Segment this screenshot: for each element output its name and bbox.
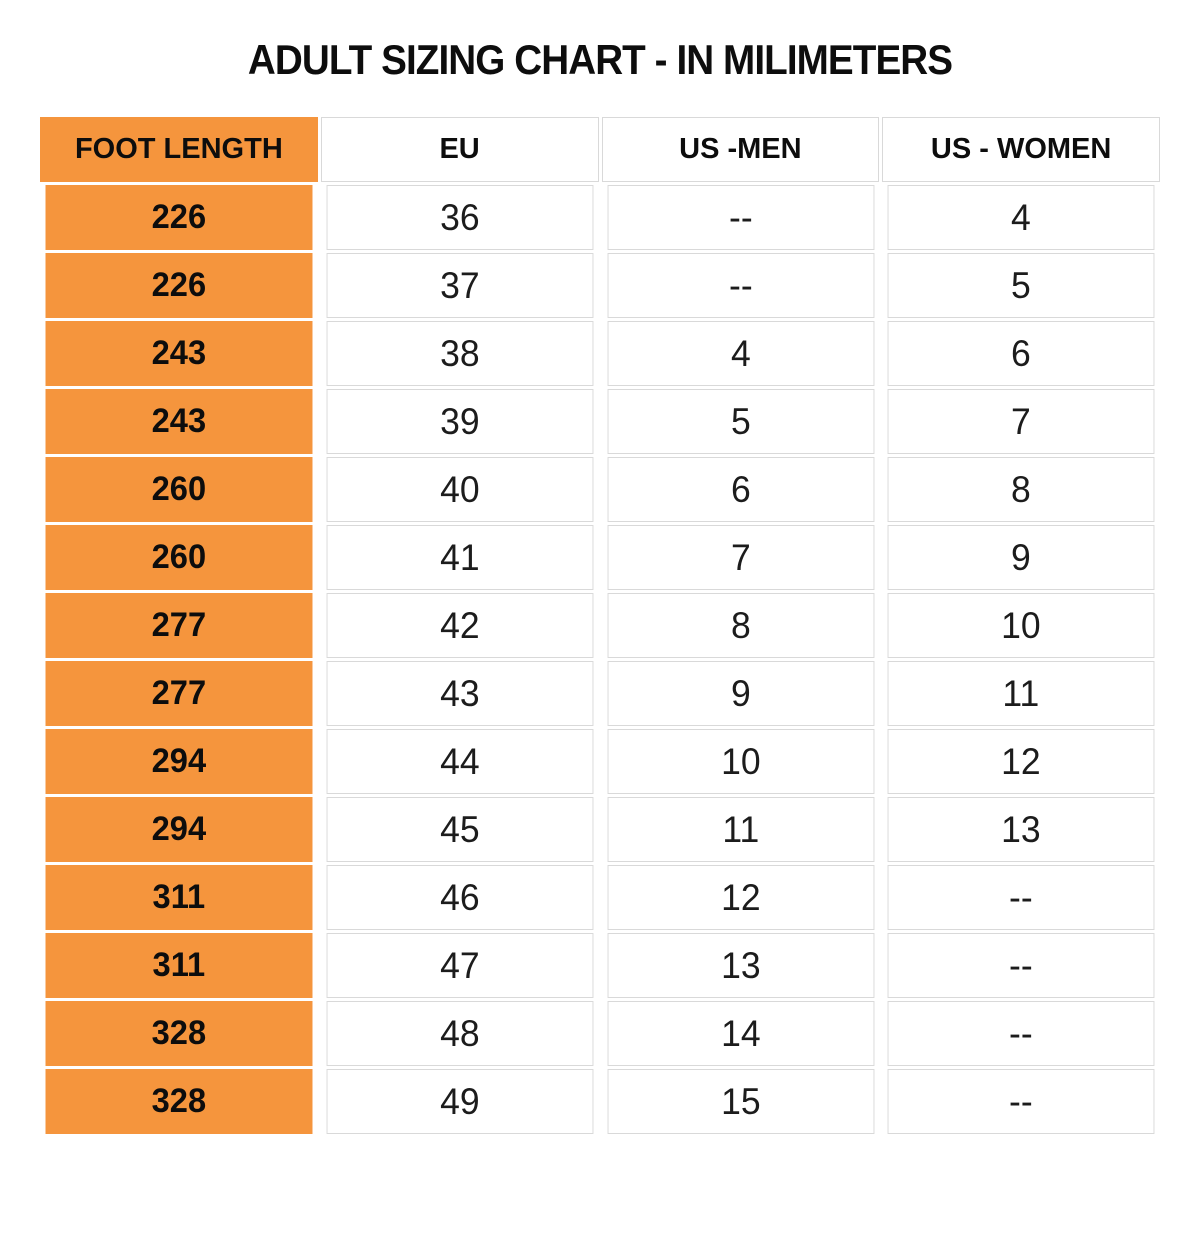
foot-length-cell: 243 (45, 321, 313, 386)
foot-length-cell: 294 (45, 797, 313, 862)
size-cell: 6 (607, 457, 874, 522)
table-row: 260 41 7 9 (40, 525, 1160, 590)
foot-length-cell: 277 (45, 661, 313, 726)
table-row: 328 49 15 -- (40, 1069, 1160, 1134)
size-cell: 37 (326, 253, 593, 318)
foot-length-cell: 243 (45, 389, 313, 454)
foot-length-cell: 328 (45, 1069, 313, 1134)
size-cell: 13 (887, 797, 1155, 862)
size-cell: 8 (607, 593, 874, 658)
size-cell: 13 (607, 933, 874, 998)
foot-length-cell: 311 (45, 865, 313, 930)
table-row: 311 46 12 -- (40, 865, 1160, 930)
size-cell: 40 (326, 457, 593, 522)
column-header-eu: EU (320, 117, 599, 182)
size-cell: 43 (326, 661, 593, 726)
size-cell: 9 (607, 661, 874, 726)
foot-length-cell: 226 (45, 185, 313, 250)
foot-length-cell: 328 (45, 1001, 313, 1066)
size-cell: 15 (607, 1069, 874, 1134)
size-cell: 49 (326, 1069, 593, 1134)
size-cell: 44 (326, 729, 593, 794)
size-cell: 39 (326, 389, 593, 454)
size-cell: 10 (607, 729, 874, 794)
table-row: 328 48 14 -- (40, 1001, 1160, 1066)
sizing-table: FOOT LENGTH EU US -MEN US - WOMEN 226 36-… (37, 114, 1163, 1137)
size-cell: 5 (607, 389, 874, 454)
size-cell: 42 (326, 593, 593, 658)
size-cell: 12 (607, 865, 874, 930)
header-row: FOOT LENGTH EU US -MEN US - WOMEN (40, 117, 1160, 182)
size-cell: 7 (607, 525, 874, 590)
foot-length-cell: 311 (45, 933, 313, 998)
table-row: 277 42 8 10 (40, 593, 1160, 658)
table-row: 226 37 -- 5 (40, 253, 1160, 318)
column-header-us-men: US -MEN (601, 117, 880, 182)
column-header-foot-length: FOOT LENGTH (40, 117, 318, 182)
table-row: 226 36 -- 4 (40, 185, 1160, 250)
page-title: ADULT SIZING CHART - IN MILIMETERS (247, 36, 953, 83)
table-body: 226 36 -- 4 226 37 -- 5 243 38 4 6 243 39 5 7 260 40 6 8 260… (40, 185, 1160, 1134)
size-cell: 11 (887, 661, 1155, 726)
size-cell: 41 (326, 525, 593, 590)
table-row: 243 39 5 7 (40, 389, 1160, 454)
size-cell: -- (607, 253, 874, 318)
table-row: 311 47 13 -- (40, 933, 1160, 998)
size-cell: 47 (326, 933, 593, 998)
foot-length-cell: 260 (45, 457, 313, 522)
size-cell: 10 (887, 593, 1155, 658)
size-cell: -- (887, 1069, 1155, 1134)
foot-length-cell: 226 (45, 253, 313, 318)
size-cell: -- (887, 933, 1155, 998)
size-cell: 5 (887, 253, 1155, 318)
size-cell: -- (887, 1001, 1155, 1066)
table-row: 260 40 6 8 (40, 457, 1160, 522)
size-cell: 46 (326, 865, 593, 930)
table-row: 243 38 4 6 (40, 321, 1160, 386)
foot-length-cell: 277 (45, 593, 313, 658)
size-cell: 48 (326, 1001, 593, 1066)
size-cell: 4 (607, 321, 874, 386)
size-cell: 11 (607, 797, 874, 862)
size-cell: -- (887, 865, 1155, 930)
size-cell: 4 (887, 185, 1155, 250)
size-cell: 8 (887, 457, 1155, 522)
table-row: 294 44 10 12 (40, 729, 1160, 794)
size-cell: 9 (887, 525, 1155, 590)
size-cell: 36 (326, 185, 593, 250)
table-row: 277 43 9 11 (40, 661, 1160, 726)
size-cell: 45 (326, 797, 593, 862)
table-row: 294 45 11 13 (40, 797, 1160, 862)
foot-length-cell: 294 (45, 729, 313, 794)
size-cell: 14 (607, 1001, 874, 1066)
column-header-us-women: US - WOMEN (882, 117, 1160, 182)
size-cell: 12 (887, 729, 1155, 794)
size-cell: -- (607, 185, 874, 250)
table-header: FOOT LENGTH EU US -MEN US - WOMEN (40, 117, 1160, 182)
size-cell: 38 (326, 321, 593, 386)
size-cell: 7 (887, 389, 1155, 454)
foot-length-cell: 260 (45, 525, 313, 590)
size-cell: 6 (887, 321, 1155, 386)
